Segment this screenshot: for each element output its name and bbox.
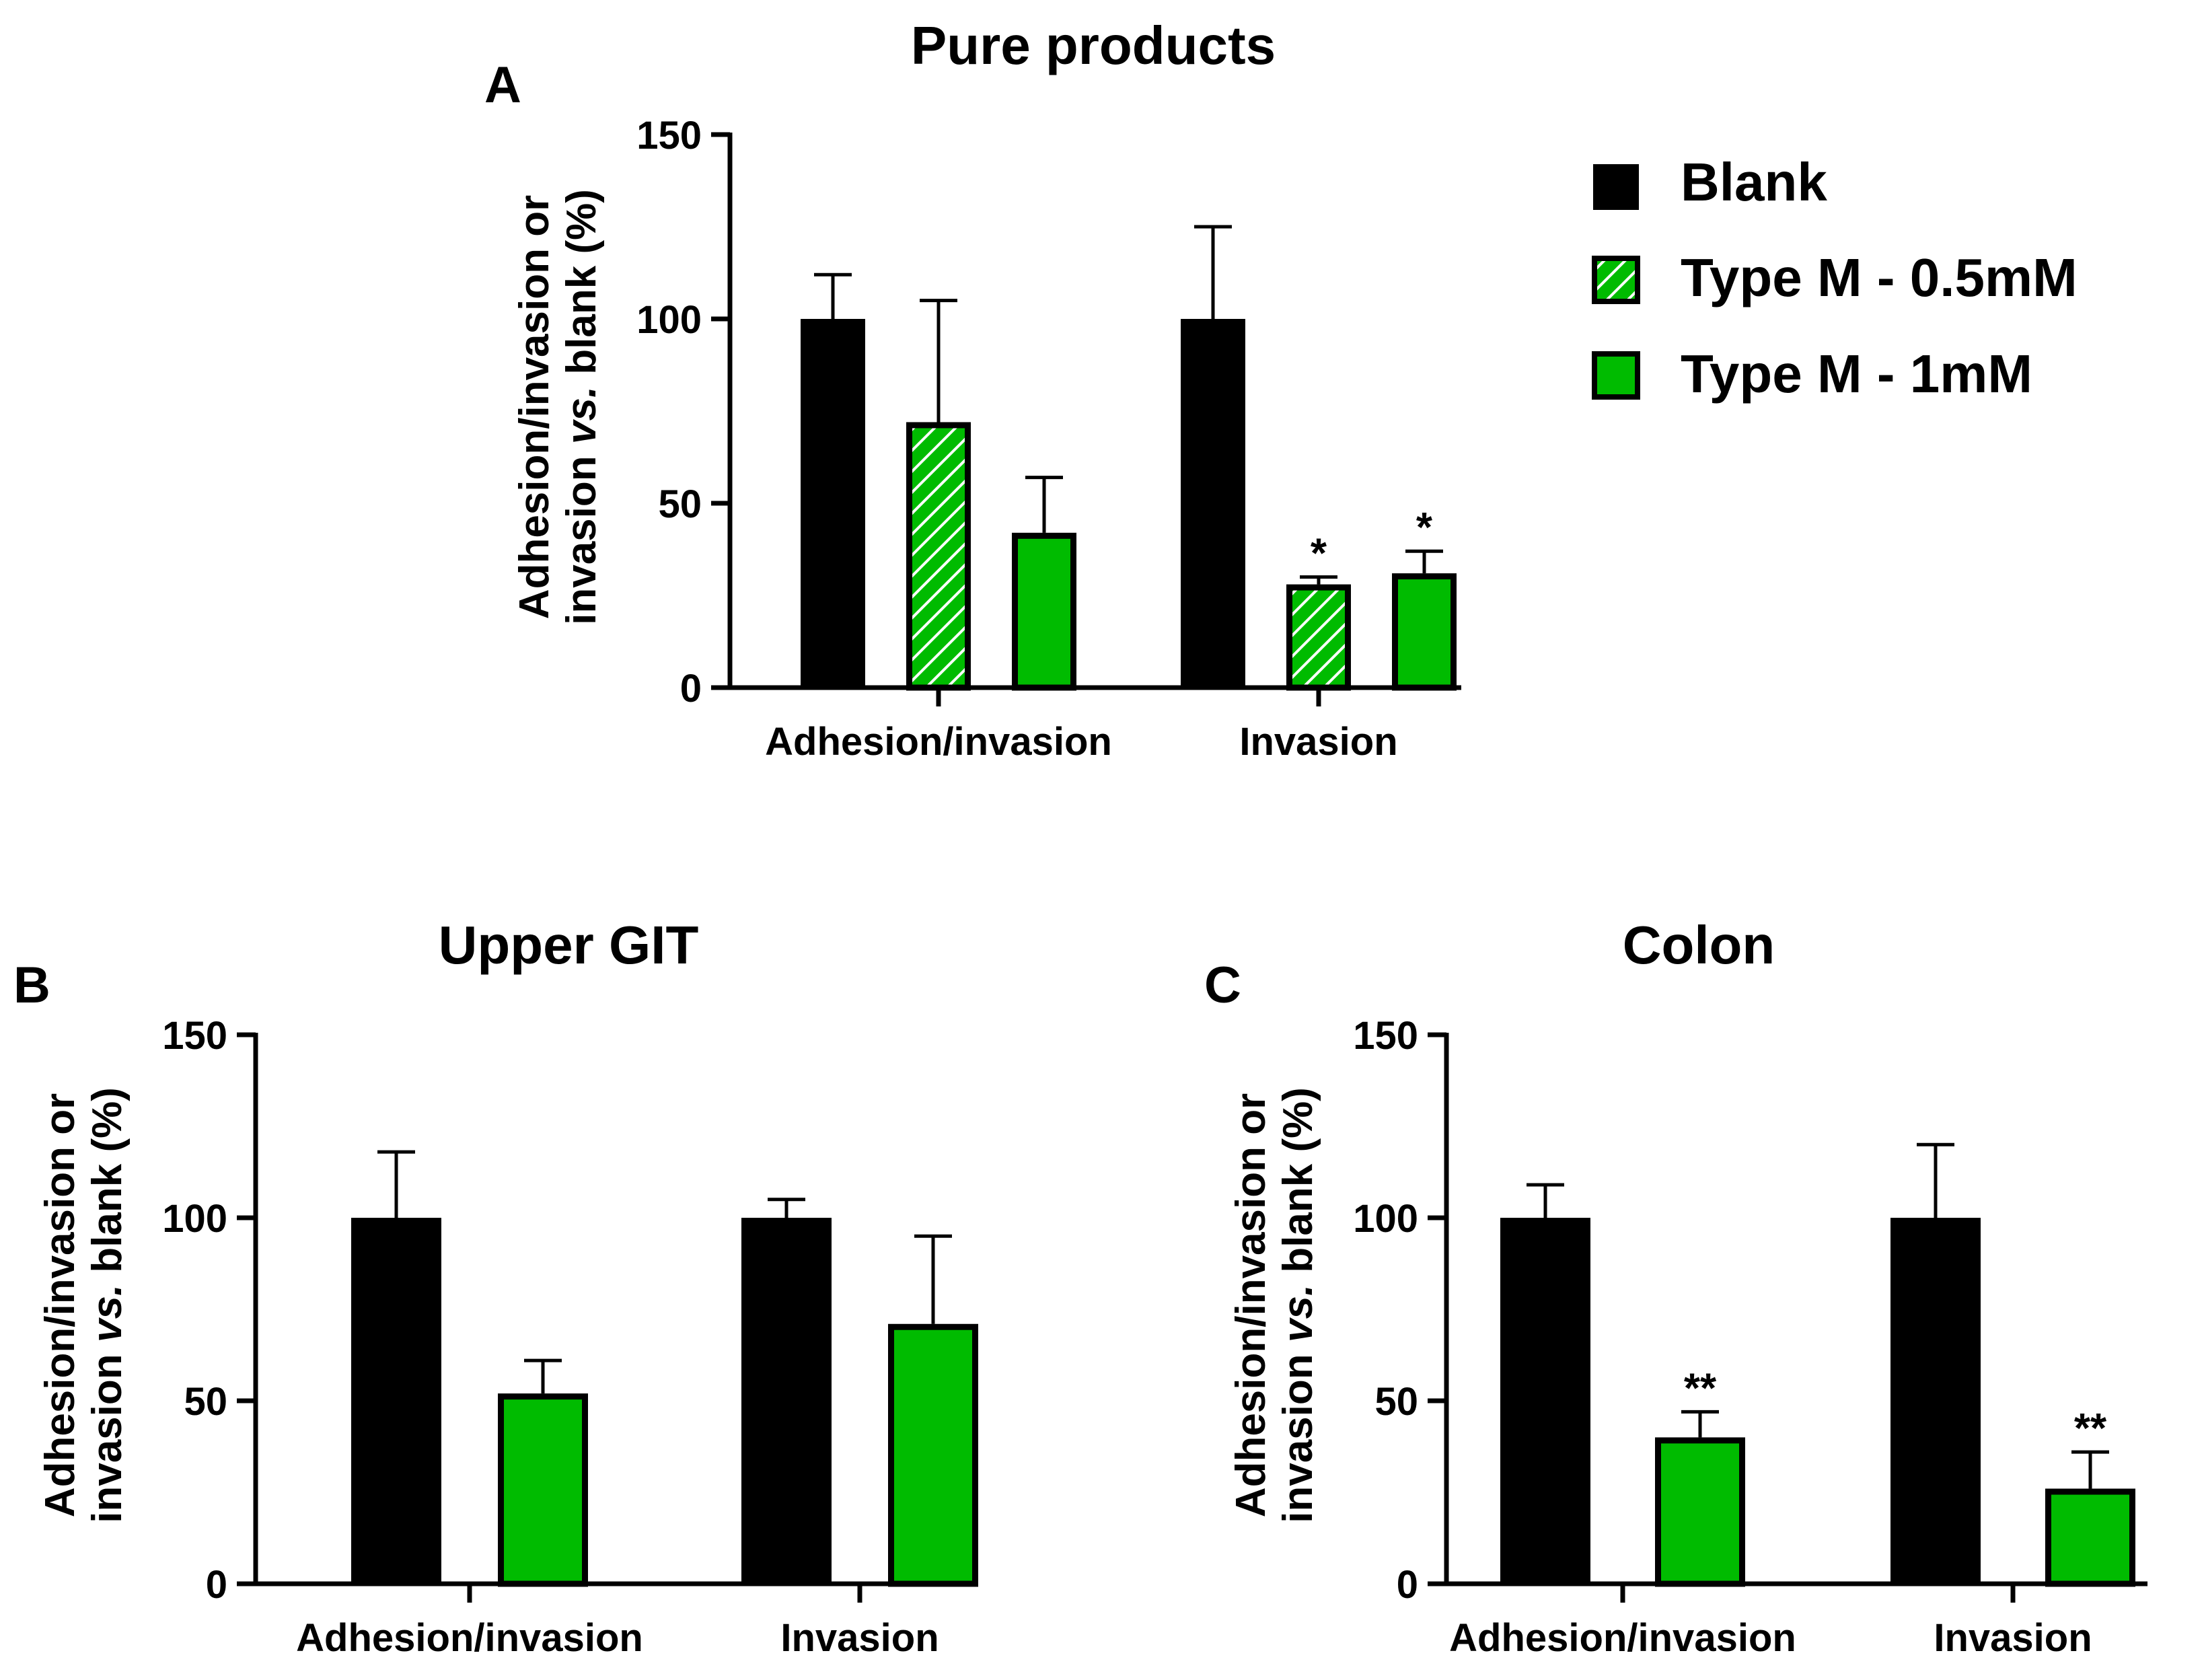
- legend-swatch-type-m-1mm: [1592, 351, 1640, 400]
- panel-c-y-tick-label: 0: [1397, 1563, 1418, 1607]
- panel-c-bar-blank: [1890, 1218, 1981, 1584]
- panel-c-x-tick-label: Adhesion/invasion: [1449, 1616, 1796, 1660]
- panel-b-bar-blank: [351, 1218, 441, 1584]
- panel-c-x-tick-label: Invasion: [1934, 1616, 2092, 1660]
- panel-a-bar-blank: [801, 319, 865, 688]
- panel-b-bar-blank: [741, 1218, 832, 1584]
- panel-b-title: Upper GIT: [439, 915, 699, 975]
- panel-a-x-tick-label: Invasion: [1239, 720, 1397, 764]
- legend-label-type-m-1mm: Type M - 1mM: [1681, 344, 2032, 404]
- legend-swatch-blank: [1593, 164, 1639, 210]
- panel-a-ylabel-line1: Adhesion/invasion or: [511, 195, 558, 619]
- panel-a-bar-type-m-1mm: [1012, 532, 1076, 691]
- panel-c-y-tick-label: 50: [1374, 1380, 1418, 1424]
- panel-c-ylabel-line1: Adhesion/invasion or: [1228, 1093, 1274, 1517]
- panel-c-title: Colon: [1623, 915, 1775, 975]
- panel-c-chart: C Colon Adhesion/invasion or invasion vs…: [1204, 915, 2147, 1660]
- panel-b-x-tick-label: Invasion: [780, 1616, 939, 1660]
- panel-a-y-tick-label: 50: [658, 482, 702, 526]
- panel-a-y-tick-label: 100: [636, 298, 702, 342]
- panel-c-bar-blank: [1500, 1218, 1590, 1584]
- panel-b-ylabel-line1: Adhesion/invasion or: [37, 1093, 83, 1517]
- panel-c-significance-mark: **: [2074, 1405, 2107, 1452]
- panel-b-bar-type-m-1mm: [888, 1323, 978, 1587]
- panel-b-y-tick-label: 50: [184, 1380, 227, 1424]
- legend-swatch-type-m-0-5mm: [1592, 256, 1640, 304]
- panel-a-chart: A Pure products Adhesion/invasion or inv…: [484, 15, 1461, 764]
- panel-b-y-tick-label: 100: [162, 1197, 227, 1241]
- panel-b-ylabel-line2: invasion vs. blank (%): [84, 1087, 131, 1523]
- panel-b-bar-type-m-1mm: [498, 1393, 588, 1587]
- panel-a-x-tick-label: Adhesion/invasion: [765, 720, 1112, 764]
- panel-a-ylabel-line2: invasion vs. blank (%): [558, 189, 605, 625]
- legend-label-blank: Blank: [1681, 152, 1827, 212]
- panel-a-y-tick-label: 0: [680, 667, 702, 710]
- panel-b-chart: B Upper GIT Adhesion/invasion or invasio…: [13, 915, 978, 1660]
- panel-c-y-tick-label: 150: [1353, 1014, 1418, 1058]
- panel-c-letter: C: [1204, 957, 1241, 1014]
- panel-a-significance-mark: *: [1311, 531, 1327, 577]
- legend-label-type-m-0-5mm: Type M - 0.5mM: [1681, 248, 2078, 307]
- panel-b-y-tick-label: 0: [206, 1563, 227, 1607]
- panel-a-bar-blank: [1181, 319, 1245, 688]
- panel-a-title: Pure products: [911, 15, 1276, 75]
- panel-a-bar-type-m-1mm: [1392, 573, 1457, 691]
- panel-a-significance-mark: *: [1416, 505, 1433, 551]
- panel-b-x-tick-label: Adhesion/invasion: [296, 1616, 643, 1660]
- panel-a-bar-type-m-0-5mm: [1286, 584, 1351, 691]
- panel-b-y-tick-label: 150: [162, 1014, 227, 1058]
- panel-b-letter: B: [13, 957, 50, 1014]
- panel-a-bar-type-m-0-5mm: [906, 422, 971, 691]
- panel-a-letter: A: [484, 57, 521, 114]
- panel-a-y-tick-label: 150: [636, 114, 702, 157]
- panel-c-bar-type-m-1mm: [1655, 1437, 1745, 1587]
- panel-c-bar-type-m-1mm: [2045, 1488, 2135, 1587]
- panel-c-y-tick-label: 100: [1353, 1197, 1418, 1241]
- panel-c-ylabel-line2: invasion vs. blank (%): [1275, 1087, 1321, 1523]
- legend: Blank Type M - 0.5mM Type M - 1mM: [1592, 152, 2078, 404]
- panel-c-significance-mark: **: [1684, 1365, 1717, 1412]
